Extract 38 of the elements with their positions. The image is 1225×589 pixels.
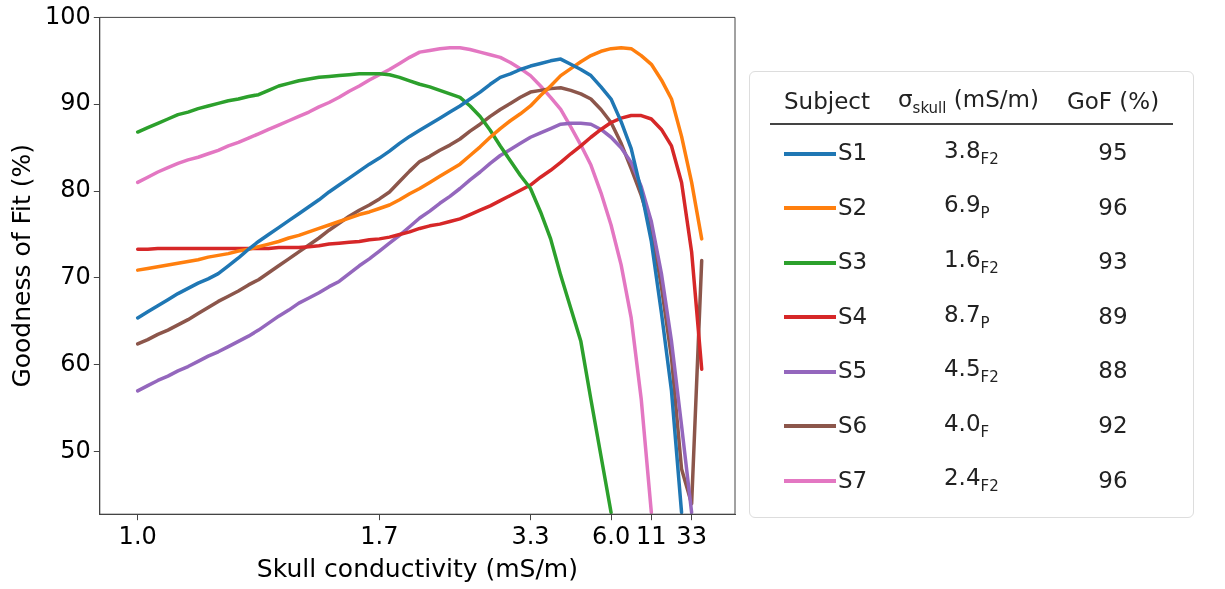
text: 4.5$_{F2}$	[943, 354, 1000, 388]
text: σ$_{skull}$ (mS/m)	[883, 86, 1053, 124]
y-tick-label: 90	[60, 88, 91, 117]
text: 93	[1097, 247, 1129, 277]
legend-label: S1	[838, 139, 868, 166]
x-tick-label: 6.0	[591, 521, 631, 550]
text: 2.4$_{F2}$	[943, 463, 1000, 497]
x-tick-label: 3.3	[511, 521, 550, 550]
y-tick-label: 50	[60, 435, 91, 464]
x-axis-title: Skull conductivity (mS/m)	[256, 553, 578, 583]
y-tick-label: 100	[45, 1, 91, 30]
legend-label: S5	[838, 357, 868, 384]
legend-label: S7	[838, 466, 868, 493]
text: 96	[1097, 465, 1129, 495]
y-tick-label: 70	[60, 262, 91, 291]
x-tick-label: 11	[636, 521, 667, 550]
y-tick-label: 80	[60, 175, 91, 204]
x-tick-label: 1.7	[360, 521, 399, 550]
text: GoF (%)	[1052, 86, 1174, 124]
x-tick-label: 33	[676, 521, 707, 550]
text: 4.0$_{F}$	[943, 408, 991, 443]
text: 88	[1097, 356, 1129, 386]
text: 95	[1097, 138, 1129, 167]
text: 8.7$_{P}$	[943, 299, 991, 334]
text: 89	[1097, 301, 1129, 331]
y-axis-title: Goodness of Fit (%)	[6, 143, 36, 388]
legend-label: S3	[838, 248, 868, 275]
legend-label: S2	[838, 193, 868, 220]
text: 3.8$_{F2}$	[943, 135, 1000, 170]
text: 92	[1097, 411, 1129, 440]
legend-label: S6	[838, 411, 868, 438]
x-tick-label: 1.0	[118, 521, 157, 550]
text: 1.6$_{F2}$	[943, 244, 1000, 279]
text: 96	[1097, 192, 1129, 222]
text: 6.9$_{P}$	[943, 190, 991, 224]
y-tick-label: 60	[60, 349, 91, 378]
legend-label: S4	[838, 302, 868, 329]
legend-title: Subject	[770, 86, 884, 124]
